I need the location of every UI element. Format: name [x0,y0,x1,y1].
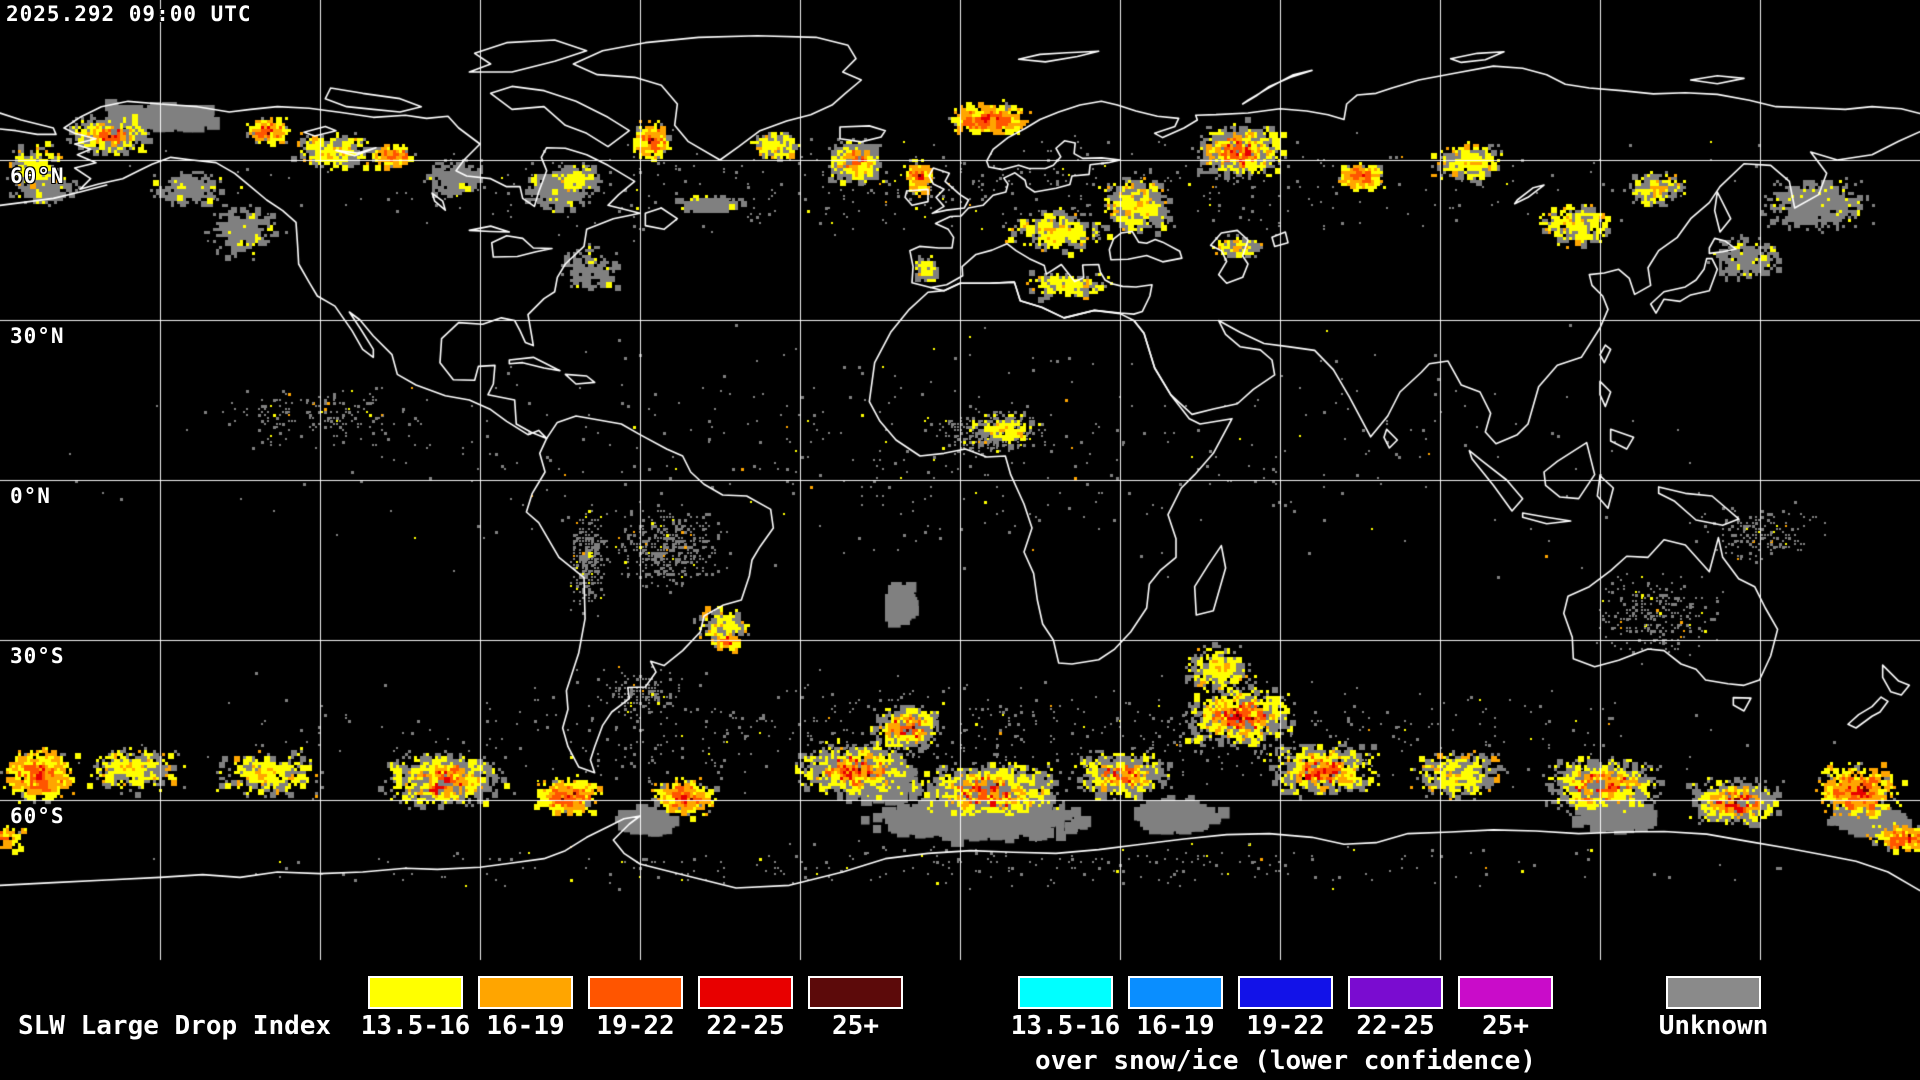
legend-range-label: 13.5-16 [1010,1011,1121,1041]
legend-range-label: 16-19 [486,1011,565,1041]
lat-label-60n: 60°N [10,164,65,188]
legend-range-label: 19-22 [1246,1011,1325,1041]
legend-swatch-snow-ice-22-25 [1348,976,1443,1009]
legend-swatch-snow-ice-25- [1458,976,1553,1009]
lat-label-0n: 0°N [10,484,51,508]
legend-range-label: 22-25 [1356,1011,1435,1041]
legend-swatch-clear-sky-19-22 [588,976,683,1009]
legend-swatch-unknown-unknown [1666,976,1761,1009]
legend-range-label: 25+ [1482,1011,1529,1041]
lat-label-30s: 30°S [10,644,65,668]
legend-swatch-clear-sky-22-25 [698,976,793,1009]
legend-swatch-snow-ice-19-22 [1238,976,1333,1009]
legend-range-label: 16-19 [1136,1011,1215,1041]
lat-label-30n: 30°N [10,324,65,348]
legend-swatch-snow-ice-13-5-16 [1018,976,1113,1009]
legend-swatch-snow-ice-16-19 [1128,976,1223,1009]
legend-range-label: 22-25 [706,1011,785,1041]
timestamp-label: 2025.292 09:00 UTC [6,2,252,26]
legend-swatch-clear-sky-16-19 [478,976,573,1009]
legend-range-label: 19-22 [596,1011,675,1041]
lat-label-60s: 60°S [10,804,65,828]
legend-swatch-clear-sky-25- [808,976,903,1009]
legend-range-label: 25+ [832,1011,879,1041]
legend-title: SLW Large Drop Index [18,1011,332,1041]
legend-snow-ice-caption: over snow/ice (lower confidence) [1035,1046,1536,1076]
legend-range-label: 13.5-16 [360,1011,471,1041]
legend-swatch-clear-sky-13-5-16 [368,976,463,1009]
legend-range-label: Unknown [1658,1011,1769,1041]
